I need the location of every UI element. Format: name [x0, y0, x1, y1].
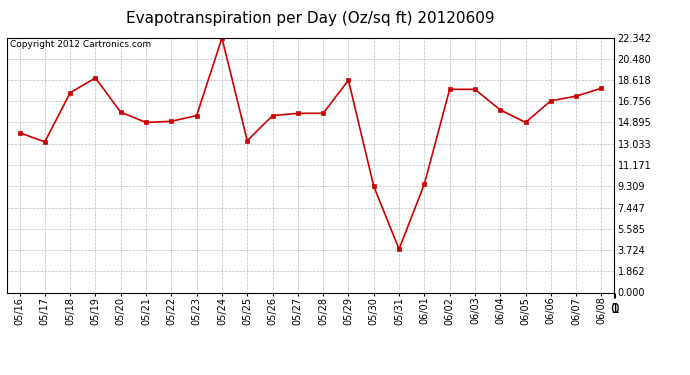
Text: Copyright 2012 Cartronics.com: Copyright 2012 Cartronics.com	[10, 40, 151, 49]
Text: Evapotranspiration per Day (Oz/sq ft) 20120609: Evapotranspiration per Day (Oz/sq ft) 20…	[126, 11, 495, 26]
